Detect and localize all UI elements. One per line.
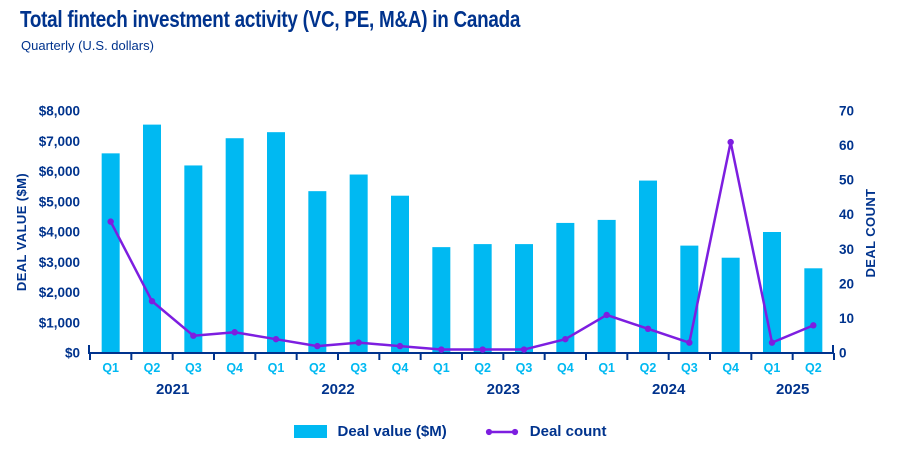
deal-count-point — [520, 346, 528, 353]
left-axis-title: DEAL VALUE ($M) — [14, 173, 29, 291]
year-label: 2023 — [487, 381, 520, 398]
x-tick-label: Q1 — [102, 361, 119, 375]
year-label: 2022 — [321, 381, 354, 398]
bar-deal-value — [225, 138, 244, 353]
deal-count-point — [314, 342, 321, 350]
bar-deal-value — [721, 257, 740, 353]
x-tick-label: Q3 — [350, 361, 367, 375]
x-tick-label: Q2 — [309, 361, 326, 375]
deal-count-point — [438, 346, 445, 353]
deal-count-point — [479, 346, 486, 353]
right-axis-tick-label: 10 — [839, 311, 854, 326]
deal-count-point — [686, 339, 693, 346]
left-axis-tick-label: $2,000 — [39, 285, 80, 300]
deal-count-point — [272, 335, 280, 343]
year-label: 2025 — [776, 381, 809, 398]
x-tick-label: Q2 — [144, 361, 161, 375]
right-axis-tick-label: 50 — [839, 173, 854, 188]
right-axis-title: DEAL COUNT — [863, 189, 878, 278]
x-tick-label: Q2 — [640, 361, 657, 375]
legend-label-deal-count: Deal count — [529, 423, 607, 440]
deal-count-point — [231, 329, 238, 336]
left-axis-tick-label: $3,000 — [39, 255, 80, 270]
bar-deal-value — [639, 180, 657, 353]
deal-count-point — [727, 138, 734, 146]
x-tick-label: Q3 — [185, 361, 202, 375]
deal-count-point — [190, 332, 197, 339]
x-tick-label: Q3 — [516, 361, 533, 375]
x-tick-label: Q1 — [764, 361, 781, 375]
x-tick-label: Q4 — [226, 361, 243, 375]
left-axis-tick-label: $0 — [65, 346, 80, 361]
deal-count-point — [562, 335, 569, 343]
x-tick-label: Q4 — [722, 361, 739, 375]
bar-deal-value — [804, 268, 823, 353]
deal-count-point — [148, 297, 156, 305]
legend-item-deal-count: Deal count — [485, 423, 607, 440]
bar-deal-value — [184, 165, 203, 353]
bar-deal-value — [308, 191, 327, 353]
right-axis-tick-label: 0 — [839, 346, 847, 361]
right-axis-tick-label: 20 — [839, 276, 854, 291]
x-tick-label: Q1 — [598, 361, 615, 375]
x-tick-label: Q2 — [805, 361, 822, 375]
left-axis-tick-label: $5,000 — [39, 194, 80, 209]
bar-deal-value — [597, 219, 616, 353]
legend-label-deal-value: Deal value ($M) — [337, 423, 447, 440]
bar-deal-value — [143, 124, 161, 353]
deal-count-point — [768, 339, 776, 346]
left-axis-tick-label: $6,000 — [39, 164, 80, 179]
bar-deal-value — [432, 247, 451, 353]
left-axis-tick-label: $8,000 — [39, 104, 80, 119]
bar-deal-value — [101, 153, 120, 353]
left-axis-tick-label: $7,000 — [39, 134, 80, 149]
bar-deal-value — [391, 195, 409, 353]
legend-item-deal-value: Deal value ($M) — [293, 423, 447, 440]
chart-legend: Deal value ($M) Deal count — [0, 423, 900, 440]
bar-deal-value — [473, 244, 492, 353]
deal-count-point — [644, 325, 652, 332]
deal-count-point — [603, 311, 610, 319]
deal-count-point — [107, 218, 114, 225]
deal-count-line — [109, 140, 814, 351]
bar-deal-value — [556, 222, 575, 353]
year-label: 2024 — [652, 381, 686, 398]
right-axis-tick-label: 70 — [839, 104, 854, 119]
x-tick-label: Q1 — [268, 361, 285, 375]
line-marker-icon — [485, 428, 518, 435]
x-tick-label: Q4 — [392, 361, 409, 375]
left-axis-tick-label: $1,000 — [39, 315, 80, 330]
bar-deal-value — [349, 174, 368, 353]
right-axis-tick-label: 60 — [839, 138, 854, 153]
year-label: 2021 — [156, 381, 189, 398]
x-tick-label: Q4 — [557, 361, 574, 375]
bar-deal-value — [267, 132, 285, 353]
deal-count-point — [396, 342, 404, 350]
x-tick-label: Q1 — [433, 361, 450, 375]
bar-deal-value — [763, 232, 781, 353]
left-axis-tick-label: $4,000 — [39, 225, 80, 240]
deal-count-point — [355, 339, 362, 346]
x-tick-label: Q3 — [681, 361, 698, 375]
right-axis-tick-label: 40 — [839, 207, 854, 222]
chart-subtitle: Quarterly (U.S. dollars) — [21, 38, 154, 53]
chart-title: Total fintech investment activity (VC, P… — [20, 6, 521, 32]
deal-count-point — [810, 322, 817, 329]
x-tick-label: Q2 — [474, 361, 491, 375]
right-axis-tick-label: 30 — [839, 242, 854, 257]
bar-swatch-icon — [293, 425, 327, 438]
bar-deal-value — [515, 244, 533, 353]
